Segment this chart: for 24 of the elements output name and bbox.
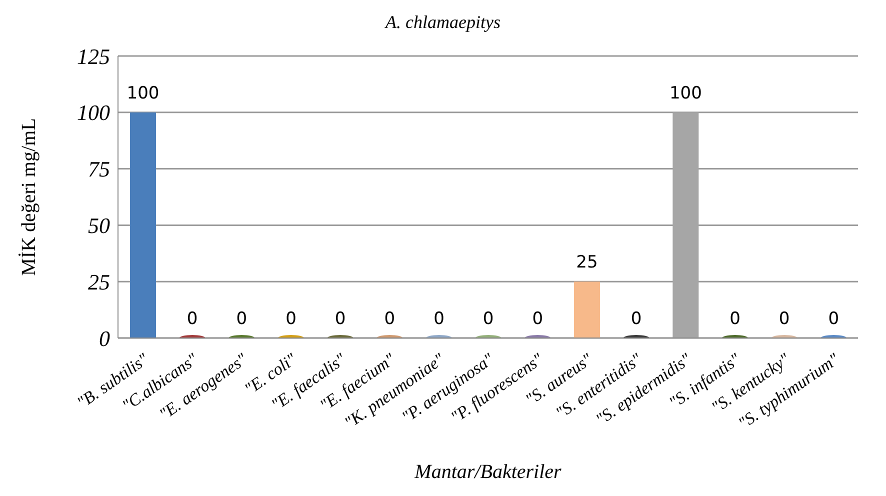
data-label: 0 <box>730 309 740 329</box>
data-label: 0 <box>384 309 396 329</box>
data-label: 100 <box>669 83 702 104</box>
data-label: 0 <box>482 309 494 329</box>
data-label: 0 <box>532 309 544 329</box>
data-label: 0 <box>186 309 198 329</box>
y-tick-label: 75 <box>88 156 110 182</box>
data-label: 100 <box>126 83 160 104</box>
data-label: 0 <box>778 309 790 329</box>
data-label: 0 <box>334 309 346 329</box>
x-axis-title: Mantar/Bakteriler <box>414 461 562 483</box>
y-tick-label: 0 <box>99 326 110 351</box>
data-label: 0 <box>236 309 248 329</box>
data-label: 0 <box>286 309 296 329</box>
y-tick-label: 100 <box>77 100 110 126</box>
data-label: 0 <box>434 309 444 329</box>
chart-title: A. chlamaepitys <box>384 11 502 34</box>
y-tick-label: 25 <box>88 269 110 294</box>
data-label: 0 <box>828 309 840 329</box>
data-label: 25 <box>576 252 598 273</box>
y-axis-title: MİK değeri mg/mL <box>18 118 40 276</box>
y-tick-label: 50 <box>88 213 110 238</box>
y-tick-label: 125 <box>77 44 110 69</box>
data-label: 0 <box>630 309 642 329</box>
